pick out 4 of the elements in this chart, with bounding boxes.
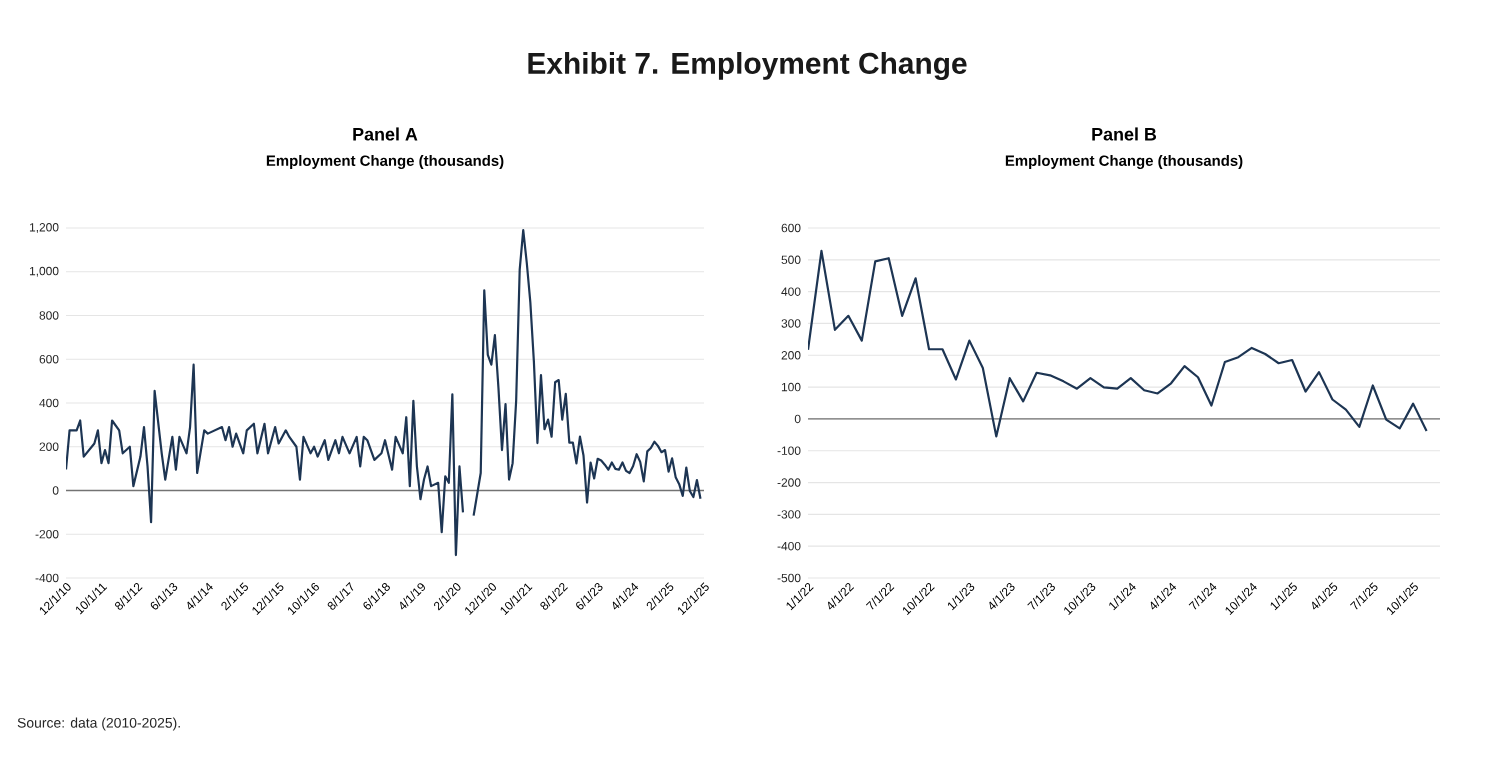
text: Exhibit 7. Employment Change <box>528 52 967 80</box>
chart-title: Panel A <box>353 127 418 141</box>
line-series <box>808 249 1428 438</box>
chart-title: Panel B <box>1092 127 1157 141</box>
